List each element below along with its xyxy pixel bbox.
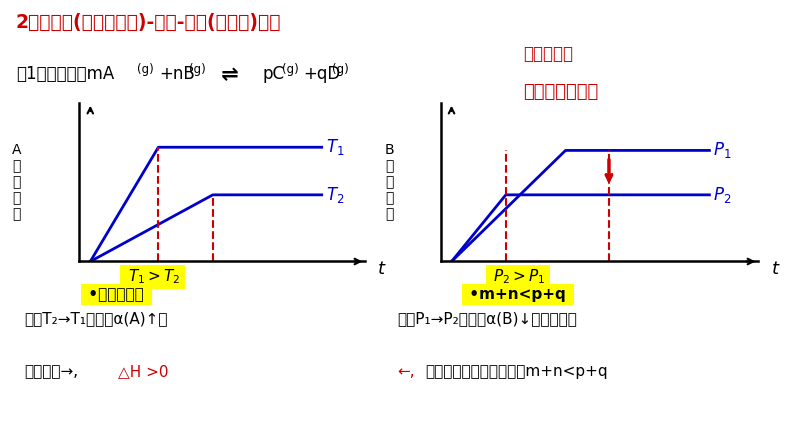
Text: 因为P₁→P₂增压，α(B)↓，说明平衡: 因为P₁→P₂增压，α(B)↓，说明平衡 bbox=[397, 311, 577, 326]
Text: (g): (g) bbox=[332, 63, 349, 76]
Text: +qD: +qD bbox=[303, 65, 341, 83]
Text: 解题方法：: 解题方法： bbox=[523, 45, 573, 63]
Text: $T_1$: $T_1$ bbox=[326, 137, 345, 157]
Text: (g): (g) bbox=[137, 63, 153, 76]
Text: +nB: +nB bbox=[159, 65, 195, 83]
Text: pC: pC bbox=[262, 65, 284, 83]
Text: ⇌: ⇌ bbox=[214, 65, 246, 85]
Text: $T_2$: $T_2$ bbox=[326, 185, 344, 205]
Text: $t$: $t$ bbox=[376, 261, 387, 278]
Text: $t$: $t$ bbox=[771, 261, 781, 278]
Text: A
的
转
化
率: A 的 转 化 率 bbox=[12, 143, 21, 222]
Text: $P_1$: $P_1$ bbox=[714, 140, 732, 160]
Text: $P_2$: $P_2$ bbox=[714, 185, 732, 205]
Text: △H >0: △H >0 bbox=[118, 364, 168, 380]
Text: $P_2>P_1$: $P_2>P_1$ bbox=[488, 267, 547, 286]
Text: 先拐先平数值大: 先拐先平数值大 bbox=[523, 83, 598, 101]
Text: (g): (g) bbox=[189, 63, 206, 76]
Text: 例1：对于反应mA: 例1：对于反应mA bbox=[16, 65, 114, 83]
Text: (g): (g) bbox=[282, 63, 299, 76]
Text: B
的
转
化
率: B 的 转 化 率 bbox=[385, 143, 395, 222]
Text: •正反应吸热: •正反应吸热 bbox=[83, 287, 149, 302]
Text: ←,: ←, bbox=[397, 364, 414, 380]
Text: 逆反应气体体积减小，故m+n<p+q: 逆反应气体体积减小，故m+n<p+q bbox=[425, 364, 607, 380]
Text: 2、转化率(或百分含量)-时间-温度(或压强)图：: 2、转化率(或百分含量)-时间-温度(或压强)图： bbox=[16, 13, 281, 33]
Text: 说明平衡→,: 说明平衡→, bbox=[24, 364, 78, 380]
Text: 因为T₂→T₁升温，α(A)↑，: 因为T₂→T₁升温，α(A)↑， bbox=[24, 311, 168, 326]
Text: $T_1>T_2$: $T_1>T_2$ bbox=[123, 267, 182, 286]
Text: •m+n<p+q: •m+n<p+q bbox=[464, 287, 572, 302]
